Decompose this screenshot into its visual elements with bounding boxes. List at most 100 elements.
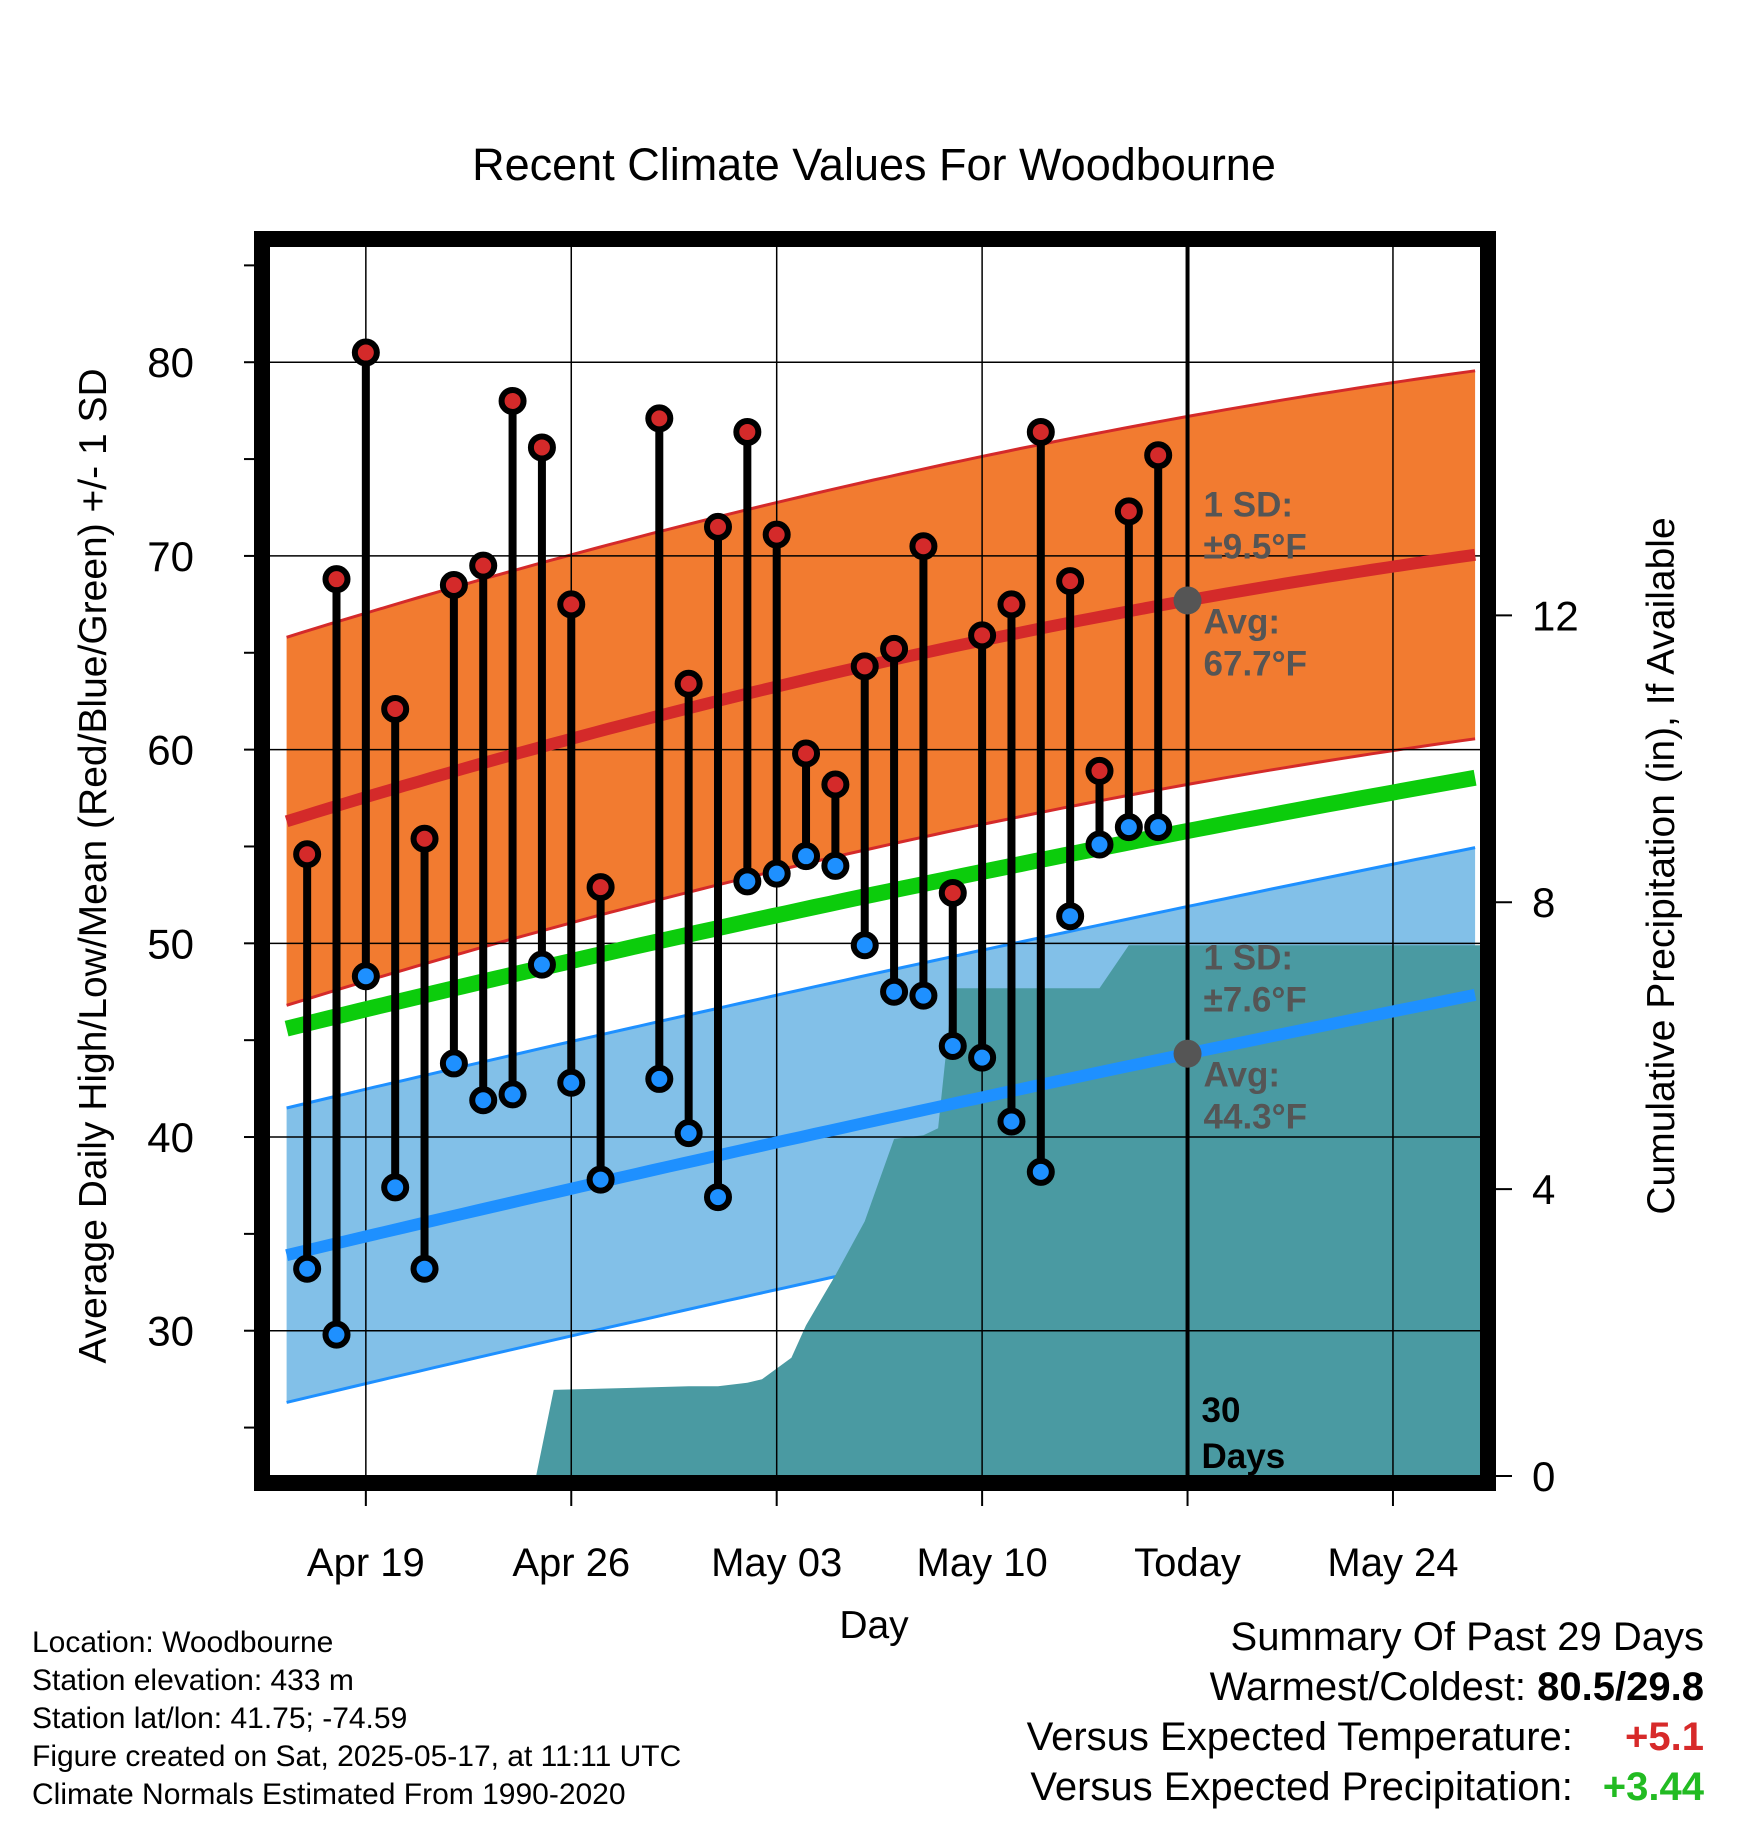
elevation-text: Station elevation: 433 m [32,1664,354,1697]
high-point-16 [792,739,821,768]
low-point-10 [586,1165,615,1194]
low-point-11 [645,1064,674,1093]
high-point-18 [850,652,879,681]
high-point-5 [439,570,468,599]
high-sd-label: 1 SD: ±9.5°F [1204,485,1307,566]
low-point-28 [1144,813,1173,842]
y-tick-label-3: 60 [147,727,194,774]
summary-warm-cold: Warmest/Coldest: 80.5/29.8 [1027,1662,1704,1712]
plot-area: 1 SD: ±9.5°F Avg: 67.7°F 1 SD: ±7.6°F Avg: 44.3… [147,231,1579,1585]
y-tick-label-1: 40 [147,1114,194,1161]
high-point-12 [674,669,703,698]
high-point-3 [381,694,410,723]
low-point-23 [997,1107,1026,1136]
x-tick-label-0: Apr 19 [307,1541,425,1585]
high-point-10 [586,873,615,902]
high-point-1 [322,565,351,594]
low-point-22 [968,1043,997,1072]
low-avg-label: Avg: 44.3°F [1204,1056,1308,1137]
high-sd-band [286,370,1476,1006]
high-point-9 [557,590,586,619]
low-point-2 [351,962,380,991]
high-point-20 [909,532,938,561]
high-point-13 [703,512,732,541]
low-avg-line [285,989,1477,1262]
precip-label: Versus Expected Precipitation: [1030,1765,1573,1809]
x-tick-label-2: May 03 [711,1541,842,1585]
low-point-17 [821,851,850,880]
today-high-avg-marker [1173,586,1202,615]
station-info: Location: Woodbourne Station elevation: … [32,1624,681,1814]
created-text: Figure created on Sat, 2025-05-17, at 11… [32,1740,682,1773]
high-point-4 [410,824,439,853]
high-point-26 [1085,756,1114,785]
high-point-11 [645,404,674,433]
low-point-19 [880,977,909,1006]
high-point-22 [968,621,997,650]
low-point-9 [557,1068,586,1097]
y2-tick-label-1: 4 [1532,1166,1555,1213]
low-point-6 [469,1086,498,1115]
high-point-6 [469,551,498,580]
warm-cold-label: Warmest/Coldest: [1209,1665,1527,1709]
low-point-16 [792,842,821,871]
high-point-24 [1026,417,1055,446]
low-point-20 [909,981,938,1010]
high-point-17 [821,770,850,799]
x-axis-label: Day [839,1604,909,1647]
temp-value: +5.1 [1625,1715,1704,1759]
low-point-18 [850,931,879,960]
y2-axis-label: Cumulative Precipitation (in), If Availa… [1640,517,1683,1214]
y-tick-label-4: 70 [147,533,194,580]
low-point-12 [674,1119,703,1148]
y-tick-label-0: 30 [147,1308,194,1355]
low-point-26 [1085,830,1114,859]
high-point-28 [1144,441,1173,470]
low-point-15 [762,859,791,888]
low-sd-label: 1 SD: ±7.6°F [1204,939,1307,1020]
high-point-25 [1056,567,1085,596]
high-point-23 [997,590,1026,619]
high-point-21 [938,878,967,907]
precip-value: +3.44 [1602,1765,1704,1809]
high-point-19 [880,634,909,663]
high-point-0 [293,840,322,869]
x-tick-label-3: May 10 [917,1541,1048,1585]
y2-tick-label-0: 0 [1532,1453,1555,1500]
summary-temp: Versus Expected Temperature: +5.1 [1027,1712,1704,1762]
warm-cold-value: 80.5/29.8 [1537,1665,1704,1709]
low-point-4 [410,1254,439,1283]
today-days-label: 30 Days [1202,1391,1286,1476]
low-point-7 [498,1080,527,1109]
low-point-25 [1056,902,1085,931]
low-point-1 [322,1320,351,1349]
y-tick-label-5: 80 [147,339,194,386]
high-point-2 [351,338,380,367]
precip-area [286,945,1482,1476]
high-avg-label: Avg: 67.7°F [1204,602,1308,683]
low-point-0 [293,1254,322,1283]
summary-precip: Versus Expected Precipitation: +3.44 [1027,1762,1704,1812]
x-tick-label-4: Today [1134,1541,1241,1585]
summary-title: Summary Of Past 29 Days [1230,1615,1704,1659]
x-tick-label-5: May 24 [1327,1541,1458,1585]
latlon-text: Station lat/lon: 41.75; -74.59 [32,1702,408,1735]
high-point-7 [498,386,527,415]
low-point-14 [733,867,762,896]
high-point-8 [527,433,556,462]
summary-panel: Summary Of Past 29 Days Warmest/Coldest:… [1027,1612,1704,1812]
today-low-avg-marker [1173,1039,1202,1068]
high-point-27 [1114,497,1143,526]
location-text: Location: Woodbourne [32,1626,334,1659]
low-point-8 [527,950,556,979]
y-axis-label: Average Daily High/Low/Mean (Red/Blue/Gr… [72,368,115,1363]
low-point-24 [1026,1157,1055,1186]
high-point-14 [733,417,762,446]
low-point-21 [938,1031,967,1060]
low-point-27 [1114,813,1143,842]
y2-tick-label-3: 12 [1532,592,1579,639]
low-point-5 [439,1049,468,1078]
temp-label: Versus Expected Temperature: [1026,1715,1573,1759]
low-point-13 [703,1183,732,1212]
